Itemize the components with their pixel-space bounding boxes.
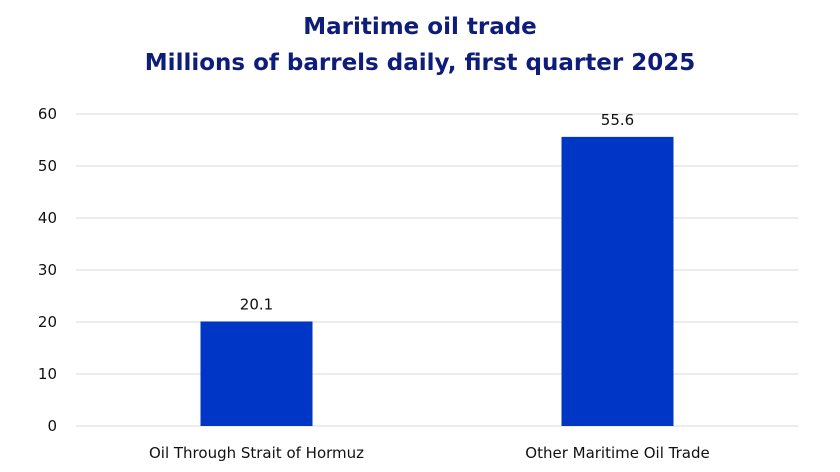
data-label: 55.6	[601, 111, 634, 129]
chart-subtitle: Millions of barrels daily, first quarter…	[144, 50, 696, 76]
category-label: Other Maritime Oil Trade	[525, 444, 709, 462]
y-tick-label: 0	[47, 417, 57, 435]
bar	[200, 321, 313, 426]
bar	[561, 136, 674, 426]
chart-title: Maritime oil trade	[303, 14, 537, 40]
y-tick-label: 60	[38, 105, 57, 123]
y-tick-label: 10	[38, 365, 57, 383]
category-label: Oil Through Strait of Hormuz	[149, 444, 364, 462]
y-tick-label: 40	[38, 209, 57, 227]
data-label: 20.1	[240, 295, 273, 313]
y-tick-label: 50	[38, 157, 57, 175]
y-tick-label: 20	[38, 313, 57, 331]
y-tick-label: 30	[38, 261, 57, 279]
